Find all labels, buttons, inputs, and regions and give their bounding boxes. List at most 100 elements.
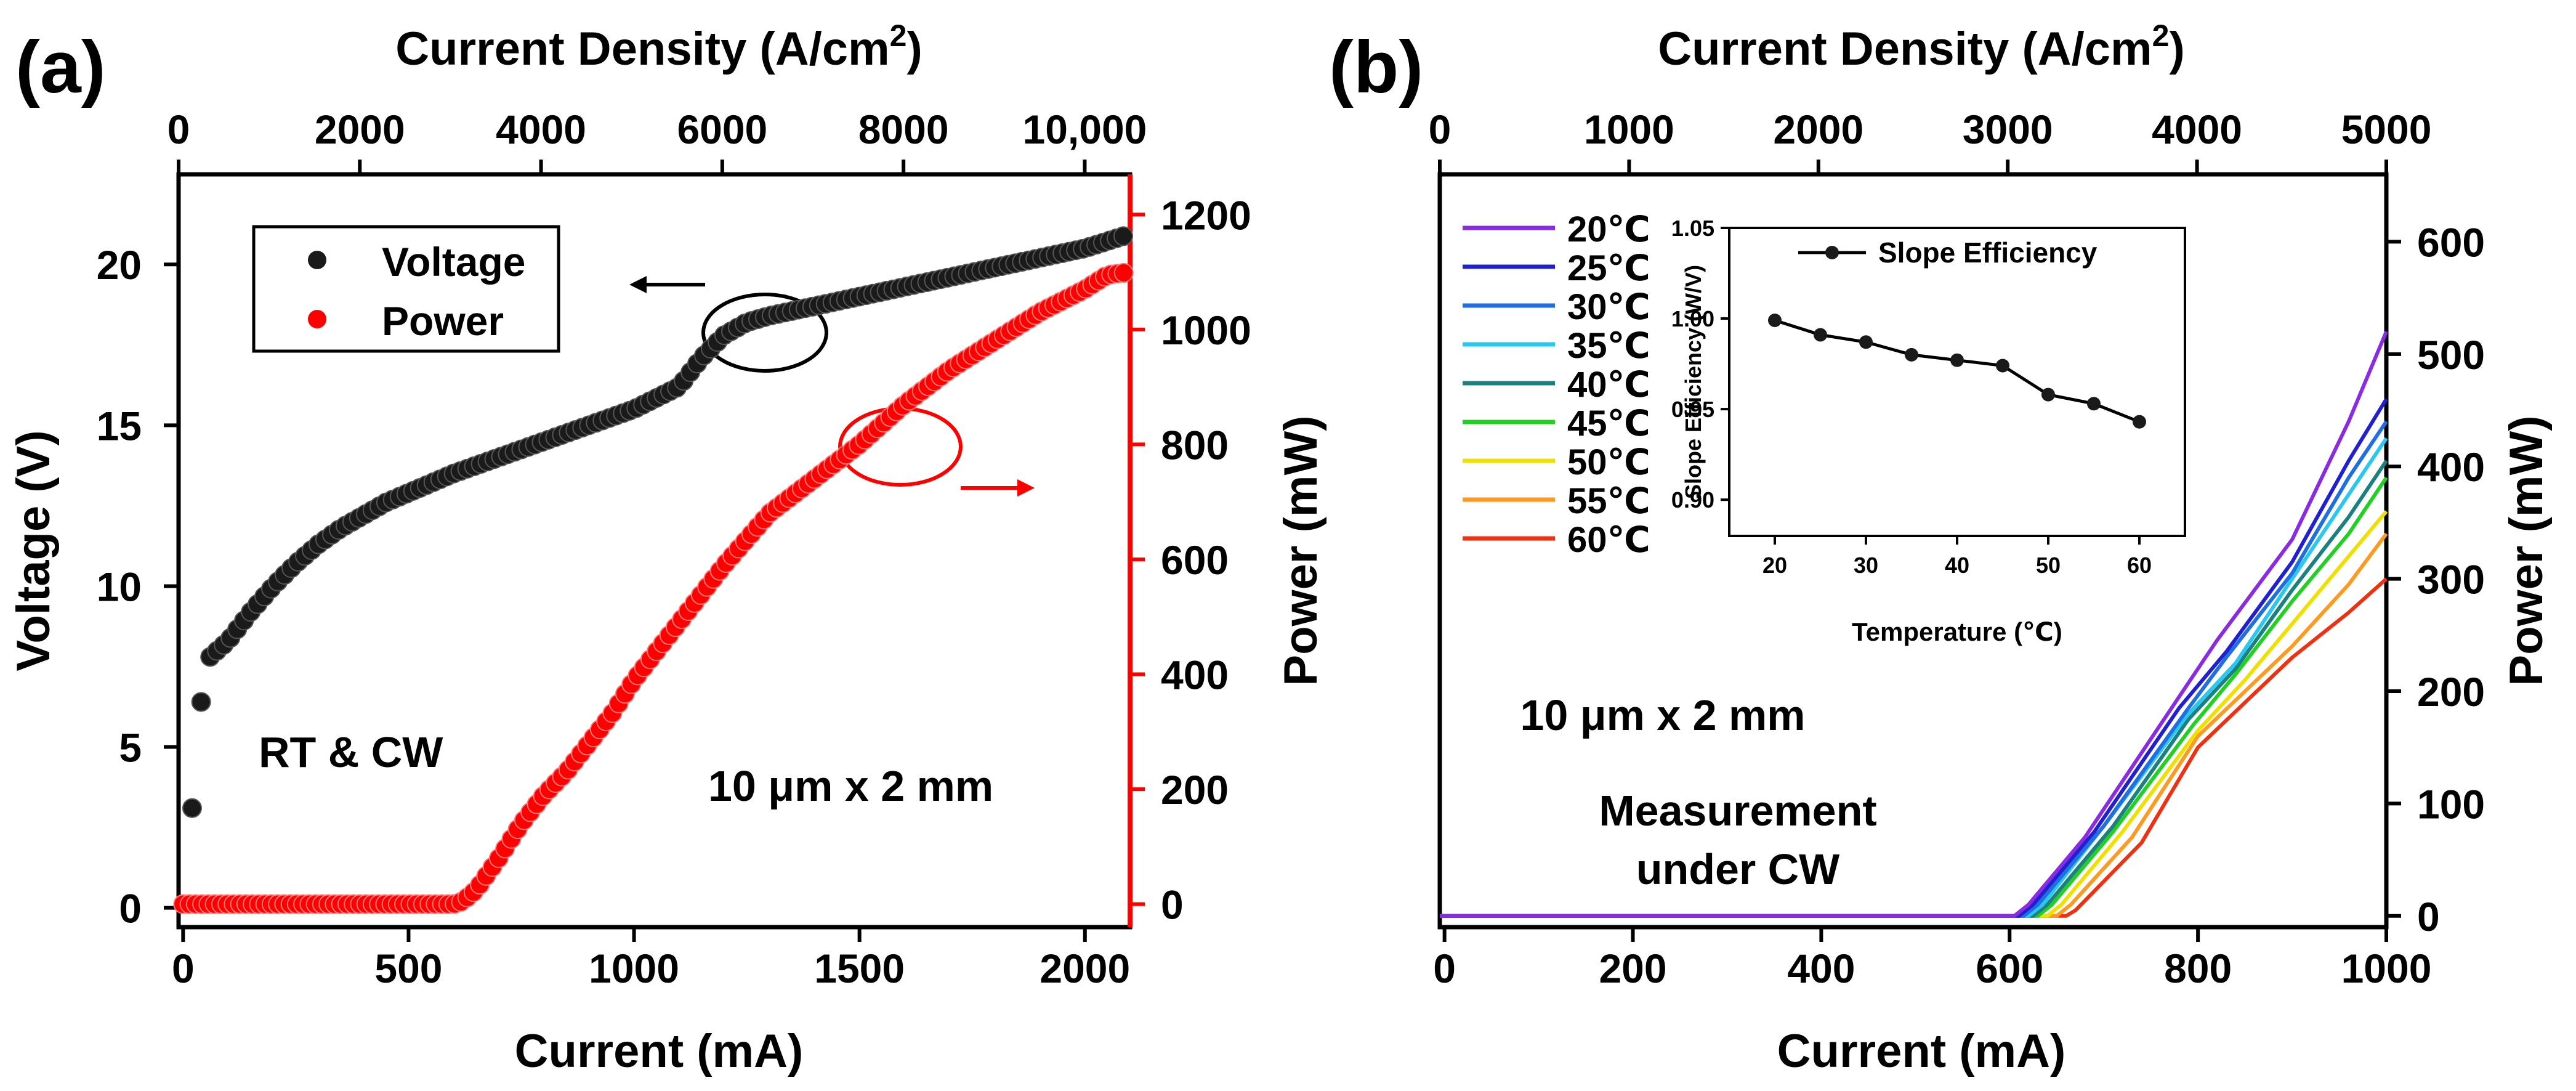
panel-a-top-tick-label: 2000 — [315, 107, 405, 152]
panel-b-right-tick-label: 0 — [2417, 894, 2440, 939]
panel-a-x-tick-label: 2000 — [1040, 946, 1130, 991]
panel-a-top-tick-label: 0 — [168, 107, 190, 152]
legend-label-35c: 35℃ — [1567, 326, 1650, 366]
inset-plot-frame — [1728, 227, 2186, 537]
panel-b-x-tick-label: 800 — [2164, 946, 2232, 991]
panel-b-top-tick-label: 5000 — [2341, 107, 2432, 152]
panel-b-top-tick-label: 2000 — [1773, 107, 1863, 152]
panel-b-right-tick-label: 100 — [2417, 781, 2485, 827]
legend-power-marker — [308, 310, 326, 328]
voltage-axis-arrowhead — [629, 276, 647, 293]
panel-a-left-tick-label: 15 — [97, 403, 142, 448]
temperature-curve-50c — [1440, 510, 2388, 918]
panel-b-plot-frame — [1437, 172, 2389, 930]
slope-efficiency-point — [1814, 328, 1827, 342]
panel-b-right-axis-title: Power (mW) — [2500, 415, 2553, 686]
temperature-curve-20c — [1440, 331, 2388, 918]
panel-b-device-size-label: 10 μm x 2 mm — [1520, 691, 1805, 739]
temperature-curve-25c — [1440, 398, 2388, 918]
panel-b-x-tick-label: 1000 — [2341, 946, 2432, 991]
legend-label-50c: 50℃ — [1567, 442, 1650, 482]
panel-a-right-tick-label: 1000 — [1161, 307, 1251, 353]
panel-b-legend: 20℃25℃30℃35℃40℃45℃50℃55℃60℃ — [1463, 209, 1650, 560]
condition-label: RT & CW — [259, 728, 443, 776]
panel-a-annotations: RT & CW 10 μm x 2 mm — [259, 276, 1035, 810]
legend-label-30c: 30℃ — [1567, 287, 1650, 327]
panel-a-x-tick-label: 1500 — [814, 946, 905, 991]
panel-a-right-tick-label: 600 — [1161, 537, 1229, 583]
panel-a-right-tick-label: 400 — [1161, 652, 1229, 698]
inset-x-axis-title: Temperature (℃) — [1852, 617, 2062, 646]
panel-a-x-tick-label: 0 — [172, 946, 195, 991]
panel-a-x-tick-label: 1000 — [589, 946, 679, 991]
panel-a-right-tick-label: 200 — [1161, 767, 1229, 813]
inset-legend-marker — [1825, 246, 1839, 259]
panel-b-top-tick-label: 1000 — [1584, 107, 1674, 152]
panel-a-left-tick-label: 10 — [97, 564, 142, 609]
panel-a-right-tick-label: 0 — [1161, 882, 1184, 928]
panel-b-label: (b) — [1329, 26, 1423, 108]
temperature-curve-45c — [1440, 476, 2388, 918]
inset-x-tick-label: 50 — [2036, 553, 2061, 578]
legend-label-45c: 45℃ — [1567, 404, 1650, 444]
inset-y-tick-label: 0.95 — [1671, 397, 1714, 422]
panel-b-right-tick-label: 400 — [2417, 444, 2485, 490]
panel-a: (a) Current Density (A/cm2) 0 2000 4000 600… — [7, 18, 1327, 1077]
slope-efficiency-point — [1996, 359, 2009, 373]
voltage-data-point — [191, 692, 211, 712]
temperature-curve-40c — [1440, 460, 2388, 918]
temperature-curve-35c — [1440, 437, 2388, 918]
legend-label-60c: 60℃ — [1567, 520, 1650, 560]
slope-efficiency-inset: 20 30 40 50 60 0.90 0.95 1.00 1.05 Slope Effici… — [1671, 216, 2186, 646]
panel-b-top-tick-label: 0 — [1429, 107, 1452, 152]
inset-y-tick-label: 1.00 — [1671, 306, 1714, 331]
panel-a-left-tick-label: 5 — [119, 725, 142, 771]
slope-efficiency-point — [1950, 353, 1964, 367]
slope-efficiency-point — [2133, 415, 2146, 429]
panel-a-top-tick-label: 6000 — [677, 107, 767, 152]
panel-b-right-tick-label: 600 — [2417, 219, 2485, 265]
temperature-curve-30c — [1440, 420, 2388, 918]
device-size-label: 10 μm x 2 mm — [708, 762, 993, 810]
panel-a-legend: Voltage Power — [252, 225, 560, 353]
power-axis-arrowhead — [1017, 479, 1035, 497]
voltage-curve-ellipse — [701, 293, 828, 373]
inset-x-tick-label: 60 — [2127, 553, 2152, 578]
panel-a-top-axis-title: Current Density (A/cm2) — [395, 18, 923, 75]
inset-y-tick-label: 0.90 — [1671, 487, 1714, 513]
slope-efficiency-point — [1859, 335, 1873, 349]
panel-b-right-tick-label: 300 — [2417, 557, 2485, 602]
panel-b-x-tick-label: 600 — [1976, 946, 2043, 991]
temperature-curve-55c — [1440, 532, 2388, 918]
power-data-point — [1113, 262, 1134, 283]
panel-a-right-tick-label: 1200 — [1161, 192, 1251, 238]
inset-x-tick-label: 20 — [1762, 553, 1787, 578]
panel-a-x-axis-title: Current (mA) — [515, 1025, 804, 1077]
panel-b: (b) Current Density (A/cm2) 0 1000 2000 300… — [1329, 18, 2553, 1077]
inset-y-axis-title: Slope Efficiency (W/V) — [1681, 265, 1706, 499]
legend-label-25c: 25℃ — [1567, 248, 1650, 288]
panel-b-top-tick-label: 3000 — [1963, 107, 2053, 152]
inset-y-tick-label: 1.05 — [1671, 216, 1714, 241]
panel-a-left-tick-label: 20 — [97, 242, 142, 288]
panel-a-left-tick-label: 0 — [119, 886, 142, 931]
legend-label-55c: 55℃ — [1567, 481, 1650, 521]
slope-efficiency-point — [1905, 347, 1918, 362]
slope-efficiency-point — [1768, 314, 1782, 327]
panel-a-legend-box — [252, 225, 560, 353]
legend-power-label: Power — [382, 298, 504, 344]
panel-a-left-axis-title: Voltage (V) — [7, 430, 60, 671]
panel-a-top-tick-label: 10,000 — [1022, 107, 1147, 152]
legend-voltage-marker — [308, 251, 326, 269]
panel-a-right-axis-title: Power (mW) — [1275, 415, 1327, 686]
panel-b-x-axis-title: Current (mA) — [1777, 1025, 2066, 1077]
panel-b-right-tick-label: 500 — [2417, 332, 2485, 378]
panel-b-x-tick-label: 400 — [1787, 946, 1855, 991]
slope-efficiency-point — [2041, 387, 2055, 402]
inset-legend-label: Slope Efficiency — [1878, 237, 2098, 269]
panel-a-x-tick-label: 500 — [374, 946, 442, 991]
measurement-label-line1: Measurement — [1599, 787, 1876, 835]
legend-voltage-label: Voltage — [382, 239, 525, 285]
panel-b-right-tick-label: 200 — [2417, 669, 2485, 715]
